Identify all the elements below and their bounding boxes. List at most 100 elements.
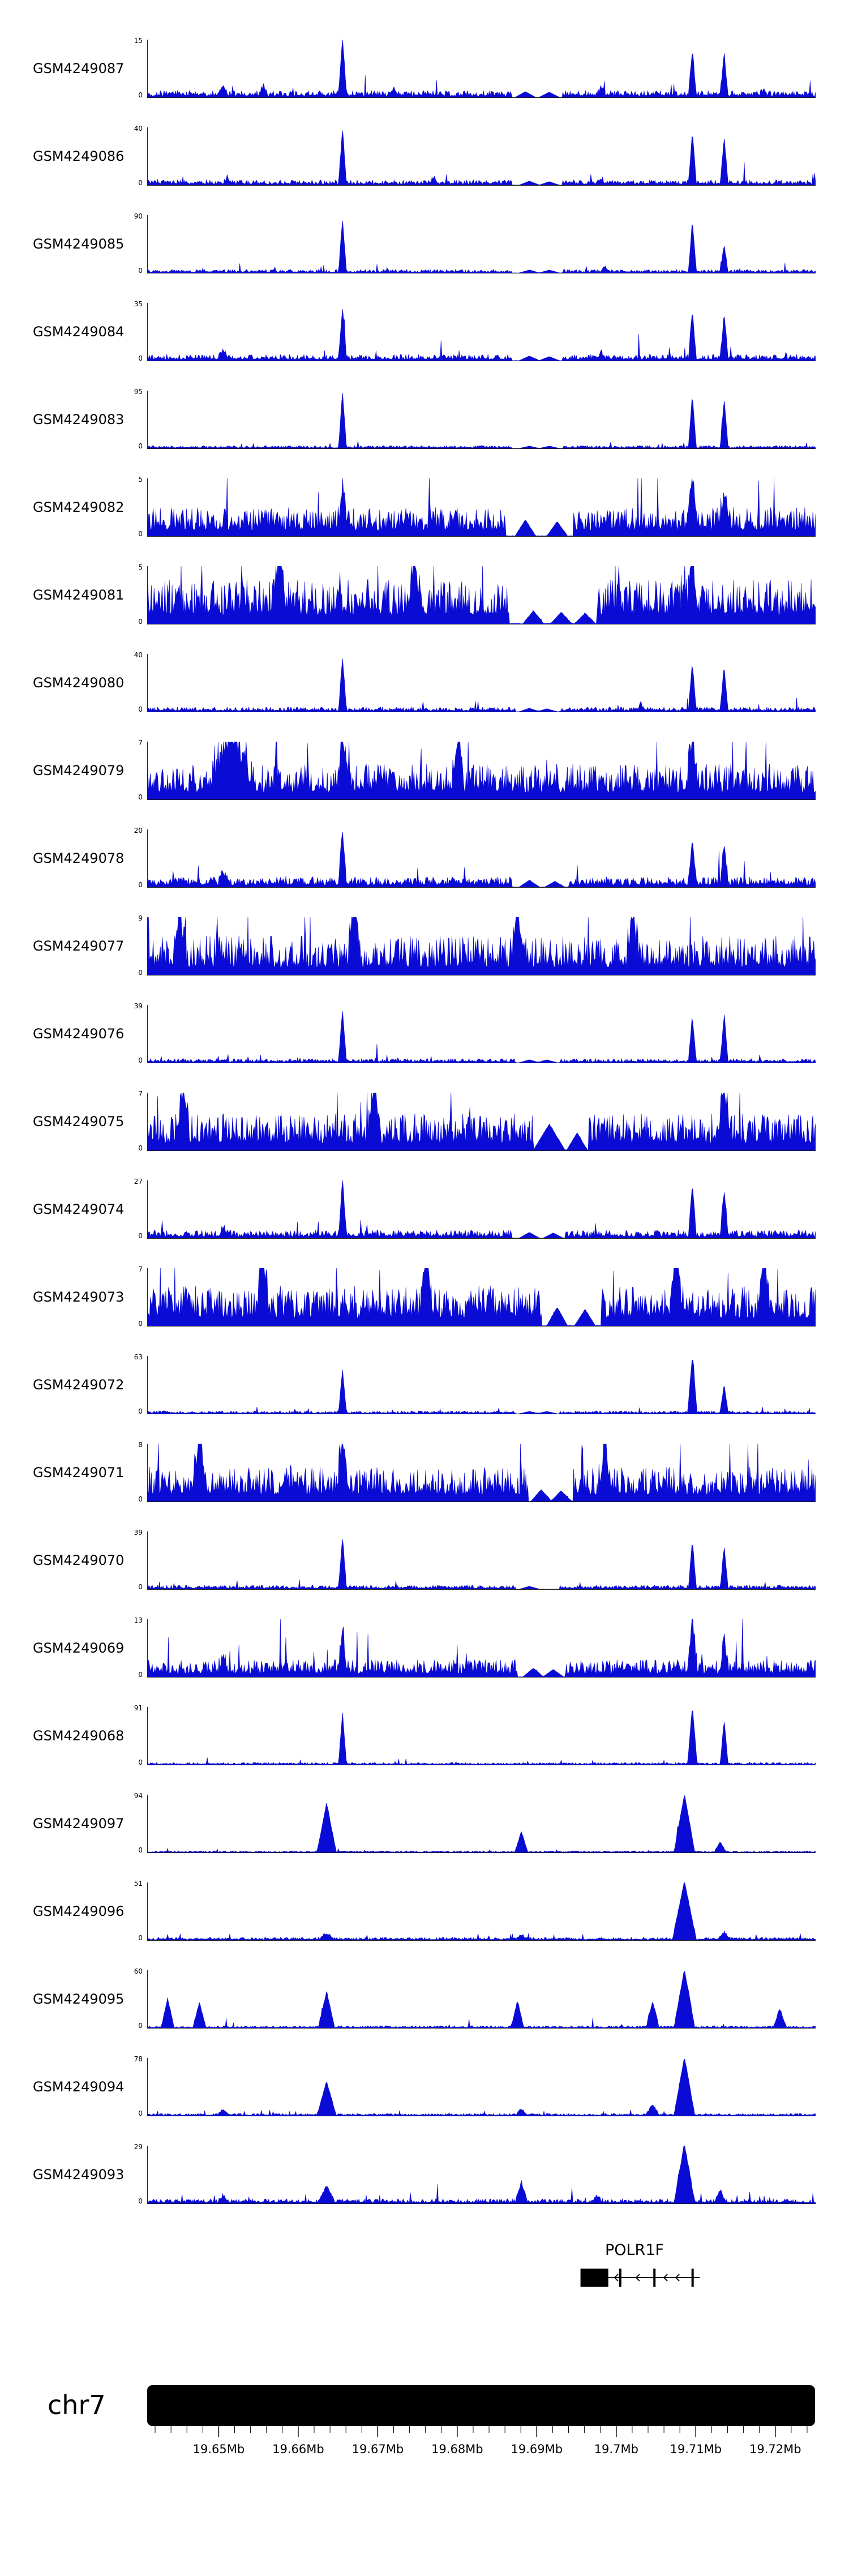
track-label: GSM4249095: [33, 1991, 125, 2007]
track-ymin-label: 0: [138, 179, 143, 187]
track-ymax-label: 13: [134, 1616, 143, 1624]
coverage-plot: [147, 742, 816, 800]
track-ymax-label: 5: [138, 563, 143, 571]
track-ymax-label: 20: [134, 827, 143, 835]
track-ymin-label: 0: [138, 1407, 143, 1415]
strand-arrow-icon: [635, 2274, 640, 2282]
track-ymin-label: 0: [138, 1232, 143, 1240]
track-ymin-label: 0: [138, 1934, 143, 1942]
ruler-tick-label: 19.67Mb: [352, 2442, 404, 2456]
coverage-area: [148, 566, 816, 624]
track-label: GSM4249086: [33, 148, 125, 164]
track-row: GSM4249095 60 0: [0, 1967, 849, 2058]
coverage-area: [148, 2059, 816, 2116]
coverage-area: [148, 1882, 816, 1940]
ruler-tick-label: 19.65Mb: [193, 2442, 245, 2456]
gene-name-label: POLR1F: [604, 2241, 664, 2259]
ruler-tick-label: 19.66Mb: [272, 2442, 324, 2456]
ruler-tick-label: 19.68Mb: [431, 2442, 483, 2456]
coverage-area: [148, 1710, 816, 1765]
track-ymin-label: 0: [138, 618, 143, 626]
gene-exon-box: [580, 2269, 608, 2287]
track-label: GSM4249080: [33, 675, 125, 691]
track-ymin-label: 0: [138, 793, 143, 801]
track-label: GSM4249070: [33, 1552, 125, 1568]
track-ymax-label: 63: [134, 1353, 143, 1361]
coverage-plot: [147, 1268, 816, 1326]
strand-arrow-icon: [675, 2274, 680, 2282]
ruler-tick-label: 19.71Mb: [670, 2442, 722, 2456]
track-row: GSM4249087 15 0: [0, 37, 849, 127]
track-label: GSM4249084: [33, 324, 125, 340]
track-ymin-label: 0: [138, 1056, 143, 1064]
gene-model: [580, 2269, 700, 2287]
track-ymax-label: 7: [138, 1090, 143, 1098]
track-ymax-label: 35: [134, 300, 143, 308]
track-label: GSM4249093: [33, 2167, 125, 2183]
coverage-plot: [147, 303, 816, 361]
track-row: GSM4249084 35 0: [0, 300, 849, 391]
track-ymax-label: 7: [138, 1265, 143, 1273]
coverage-plot: [147, 566, 816, 624]
track-ymax-label: 7: [138, 739, 143, 747]
strand-arrow-icon: [663, 2274, 668, 2282]
track-row: GSM4249070 39 0: [0, 1529, 849, 1619]
track-ymin-label: 0: [138, 1846, 143, 1854]
track-label: GSM4249082: [33, 499, 125, 515]
track-ymin-label: 0: [138, 1320, 143, 1328]
coverage-area: [148, 1539, 816, 1589]
track-ymax-label: 60: [134, 1967, 143, 1975]
coverage-plot: [147, 1882, 816, 1941]
track-row: GSM4249076 39 0: [0, 1003, 849, 1093]
coordinate-ruler: 19.65Mb 19.66Mb 19.67Mb 19.68Mb 19.69Mb 19.7M…: [155, 2426, 808, 2456]
track-row: GSM4249082 5 0: [0, 476, 849, 566]
track-ymax-label: 51: [134, 1880, 143, 1888]
coverage-area: [148, 658, 816, 712]
coverage-plot: [147, 2058, 816, 2116]
coverage-area: [148, 130, 816, 185]
coverage-area: [148, 309, 816, 361]
track-row: GSM4249068 91 0: [0, 1705, 849, 1795]
coverage-area: [148, 220, 816, 273]
track-ymin-label: 0: [138, 881, 143, 889]
track-label: GSM4249079: [33, 763, 125, 778]
track-label: GSM4249087: [33, 61, 125, 76]
chromosome-label: chr7: [48, 2390, 106, 2420]
track-ymax-label: 9: [138, 914, 143, 922]
track-label: GSM4249072: [33, 1377, 125, 1393]
coverage-plot: [147, 829, 816, 888]
ruler-tick-label: 19.7Mb: [594, 2442, 638, 2456]
track-ymin-label: 0: [138, 969, 143, 977]
track-ymax-label: 94: [134, 1792, 143, 1800]
chromosome-ideogram: [147, 2385, 815, 2426]
track-row: GSM4249085 90 0: [0, 213, 849, 303]
track-label: GSM4249096: [33, 1903, 125, 1919]
track-label: GSM4249078: [33, 850, 125, 866]
coverage-area: [148, 2146, 816, 2203]
track-label: GSM4249073: [33, 1289, 125, 1305]
track-row: GSM4249096 51 0: [0, 1880, 849, 1970]
track-label: GSM4249094: [33, 2079, 125, 2095]
coverage-area: [148, 1971, 816, 2028]
track-label: GSM4249068: [33, 1728, 125, 1744]
track-ymin-label: 0: [138, 2109, 143, 2117]
track-row: GSM4249093 29 0: [0, 2143, 849, 2233]
strand-arrow-icon: [614, 2274, 619, 2282]
track-ymin-label: 0: [138, 1144, 143, 1152]
coverage-area: [148, 1619, 816, 1677]
track-row: GSM4249080 40 0: [0, 652, 849, 742]
track-row: GSM4249078 20 0: [0, 827, 849, 917]
coverage-area: [148, 478, 816, 536]
track-row: GSM4249094 78 0: [0, 2055, 849, 2146]
coverage-track-list: GSM4249087 15 0 GSM4249086 40 0 GSM42490…: [0, 37, 849, 2233]
track-ymax-label: 27: [134, 1178, 143, 1186]
coverage-plot: [147, 1619, 816, 1678]
coverage-plot: [147, 1531, 816, 1590]
track-ymin-label: 0: [138, 1671, 143, 1679]
coverage-area: [148, 1359, 816, 1414]
track-ymax-label: 39: [134, 1529, 143, 1537]
coverage-area: [148, 832, 816, 887]
gene-exon-bar: [653, 2269, 656, 2287]
track-ymax-label: 78: [134, 2055, 143, 2063]
